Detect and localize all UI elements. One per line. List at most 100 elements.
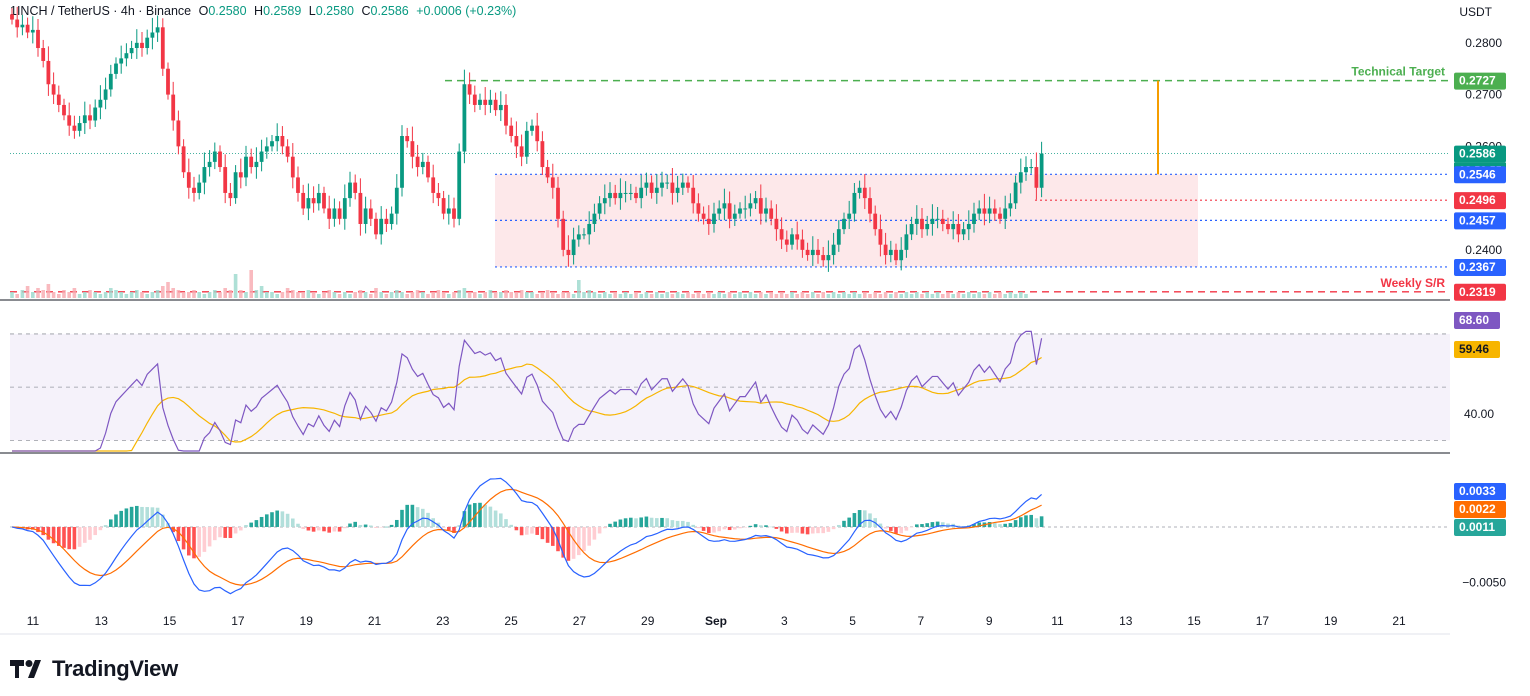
macd-histogram-bar [753,524,758,527]
volume-bar [551,292,555,298]
volume-bar [72,288,77,298]
candle-body [639,187,644,199]
macd-histogram-bar [67,526,71,550]
time-tick-label-9: 29 [641,614,655,628]
macd-value-tag: 0.0033 [1459,484,1496,498]
macd-histogram-bar [493,510,498,527]
volume-bar [691,294,695,298]
macd-histogram-bar [228,526,233,539]
volume-bar [202,294,207,298]
macd-histogram-bar [114,514,118,527]
macd-histogram-bar [644,516,649,527]
candle-body [420,161,425,168]
volume-bar [925,292,929,298]
volume-bar [987,292,992,298]
volume-bar [504,290,508,298]
macd-histogram-bar [197,526,201,557]
candle-body [228,192,233,199]
candle-body [93,107,98,121]
macd-histogram-bar [712,526,716,533]
macd-histogram-bar [561,526,565,558]
time-tick-label-12: 5 [849,614,856,628]
candle-body [332,208,337,219]
candle-body [41,48,46,61]
volume-bar [727,292,732,298]
volume-bar [15,294,19,298]
candle-body [348,182,352,199]
last-price-tag: 0.2586 [1459,147,1496,161]
macd-histogram-bar [1019,517,1023,527]
volume-bar [977,292,981,298]
candle-body [72,125,77,131]
candle-body [504,104,508,126]
volume-bar [400,292,404,298]
macd-histogram-bar [800,526,805,534]
candle-body [810,249,815,256]
volume-bar [805,294,810,298]
macd-histogram-bar [77,526,82,547]
volume-bar [415,290,420,298]
volume-bar [259,286,264,298]
time-tick-label-5: 21 [368,614,382,628]
volume-bar [462,288,467,298]
macd-histogram-bar [452,526,456,533]
candle-body [36,29,40,49]
volume-bar [935,292,940,298]
macd-histogram-bar [187,526,191,556]
volume-bar [759,292,763,298]
candle-body [998,213,1002,219]
macd-histogram-bar [1013,520,1018,527]
candle-body [618,192,623,199]
volume-bar [317,294,321,298]
macd-histogram-bar [249,522,253,527]
macd-histogram-bar [930,522,935,527]
macd-histogram-bar [233,526,238,534]
currency-label[interactable]: USDT [1459,5,1492,19]
candle-body [114,63,118,74]
candle-body [535,125,540,142]
symbol-title[interactable]: 1INCH / TetherUS · 4h · Binance [10,4,192,18]
candle-body [613,192,618,199]
tradingview-logo-icon [10,660,41,678]
macd-histogram-bar [415,507,420,527]
volume-bar [811,292,815,298]
candle-body [951,223,956,230]
candle-body [894,249,898,261]
volume-bar [488,290,493,298]
volume-bar [457,290,461,298]
volume-bar [774,294,779,298]
volume-bar [639,294,643,298]
macd-histogram-bar [779,526,784,532]
candle-body [753,198,758,204]
level-tag-3: 0.2457 [1459,213,1496,227]
volume-bar [405,294,409,298]
volume-bar [821,292,825,298]
volume-bar [389,292,394,298]
volume-bar [135,290,139,298]
macd-histogram-bar [681,520,685,527]
volume-bar [327,290,331,298]
volume-bar [483,292,487,298]
candle-body [306,198,311,209]
macd-histogram-bar [223,526,227,538]
candle-body [582,234,586,236]
candle-body [238,172,243,178]
macd-histogram-bar [707,526,711,534]
candle-body [628,192,633,194]
volume-bar [213,290,217,298]
candle-body [327,208,332,219]
volume-bar [426,294,430,298]
macd-histogram-bar [941,522,945,527]
volume-bar [842,292,846,298]
candle-body [155,27,160,33]
macd-histogram-bar [790,526,794,533]
macd-histogram-bar [717,526,721,532]
macd-histogram-bar [374,526,378,528]
macd-histogram-bar [244,525,248,527]
volume-bar [629,294,633,298]
candle-body [800,239,805,250]
macd-histogram-bar [119,510,123,527]
macd-histogram-bar [675,520,680,527]
volume-bar [306,290,311,298]
